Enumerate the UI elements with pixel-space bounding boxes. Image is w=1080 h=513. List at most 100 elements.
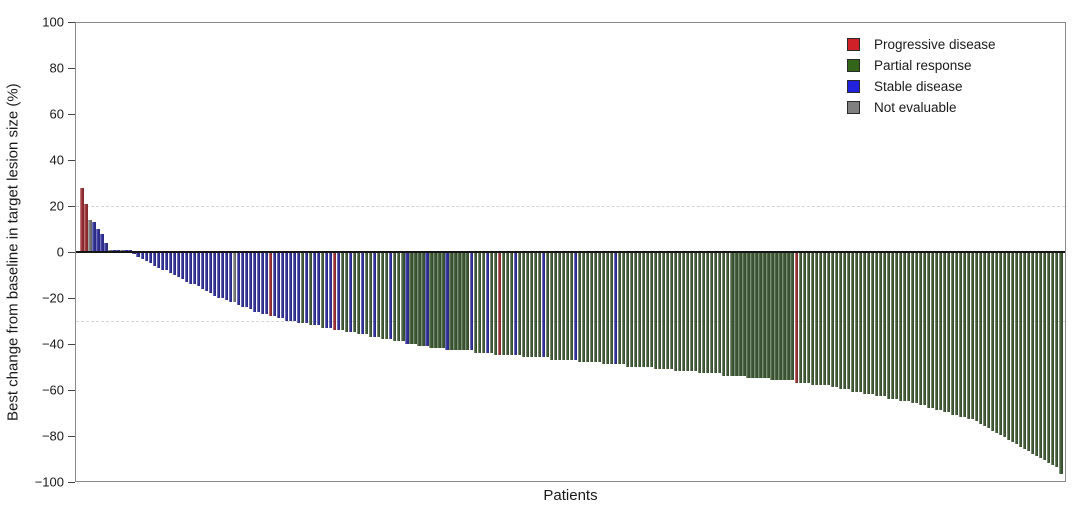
patient-bar [565,252,569,360]
patient-bar [834,252,838,388]
patient-bar [983,252,987,427]
patient-bar [244,252,249,307]
patient-bar [389,252,393,340]
patient-bar [910,252,915,404]
patient-bar [722,252,726,376]
patient-bar [345,252,349,333]
patient-bar [232,252,236,303]
patient-bar [337,252,341,330]
legend-item-not-evaluable: Not evaluable [847,97,996,118]
y-tick-mark [68,389,75,391]
patient-bar [549,252,553,360]
patient-bar [746,252,750,378]
progressive-disease-swatch-icon [847,38,860,51]
patient-bar [946,252,951,413]
legend-label: Partial response [874,58,972,73]
patient-bar [569,252,574,360]
patient-bar [92,222,96,252]
patient-bar [854,252,858,392]
patient-bar [497,252,501,356]
patient-bar [654,252,658,369]
patient-bar [987,252,991,429]
patient-bar [967,252,971,420]
y-tick-label: 20 [49,198,64,214]
patient-bar [1035,252,1039,456]
patient-bar [874,252,878,397]
patient-bar [88,219,92,252]
patient-bar [405,252,409,344]
legend-label: Not evaluable [874,100,957,115]
patient-bar [738,252,742,376]
patient-bar [581,252,586,362]
patient-bar [305,252,309,323]
patient-bar [361,252,365,335]
patient-bar [533,252,537,358]
patient-bar [216,252,220,298]
patient-bar [605,252,610,365]
patient-bar [545,252,549,358]
legend-item-partial-response: Partial response [847,55,996,76]
patient-bar [509,252,513,356]
patient-bar [878,252,882,397]
patient-bar [770,252,774,381]
patient-bar [148,252,152,264]
patient-bar [662,252,666,369]
patient-bar [385,252,389,340]
patient-bar [979,252,983,424]
patient-bar [160,252,164,271]
patient-bar [726,252,730,376]
patient-bar [750,252,754,378]
patient-bar [228,252,232,303]
patient-bar [898,252,903,401]
patient-bar [950,252,955,415]
patient-bar [325,252,329,328]
patient-bar [710,252,714,374]
patient-bar [136,252,140,257]
x-axis-title: Patients [543,487,598,504]
patient-bar [429,252,433,349]
patient-bar [894,252,898,399]
patient-bar [798,252,802,383]
patient-bar [268,252,273,317]
patient-bar [963,252,967,417]
patient-bar [786,252,790,381]
patient-bar [144,252,148,262]
patient-bar [806,252,810,383]
patient-bar [902,252,907,401]
y-tick-mark [68,21,75,23]
patient-bar [188,252,192,285]
patient-bar [971,252,975,420]
patient-bar [613,252,618,365]
patient-bar [461,252,465,351]
patient-bar [357,252,361,335]
patient-bar [100,233,104,252]
patient-bar [329,252,333,328]
patient-bar [1047,252,1051,463]
patient-bar [96,229,100,252]
patient-bar [192,252,196,285]
legend-label: Progressive disease [874,37,996,52]
patient-bar [718,252,722,374]
patient-bar [156,252,160,269]
patient-bar [176,252,180,278]
patient-bar [212,252,216,296]
patient-bar [172,252,176,275]
patient-bar [991,252,995,431]
patient-bar [846,252,850,390]
patient-bar [264,252,269,314]
patient-bar [321,252,325,328]
patient-bar [638,252,642,367]
patient-bar [650,252,654,367]
patient-bar [437,252,441,349]
patient-bar [617,252,622,365]
patient-bar [152,252,156,266]
patient-bar [601,252,606,365]
patient-bar [609,252,614,365]
patient-bar [634,252,638,367]
patient-bar [272,252,277,317]
not-evaluable-swatch-icon [847,101,860,114]
patient-bar [401,252,405,342]
y-tick-label: 80 [49,60,64,76]
patient-bar [168,252,172,273]
patient-bar [489,252,493,353]
